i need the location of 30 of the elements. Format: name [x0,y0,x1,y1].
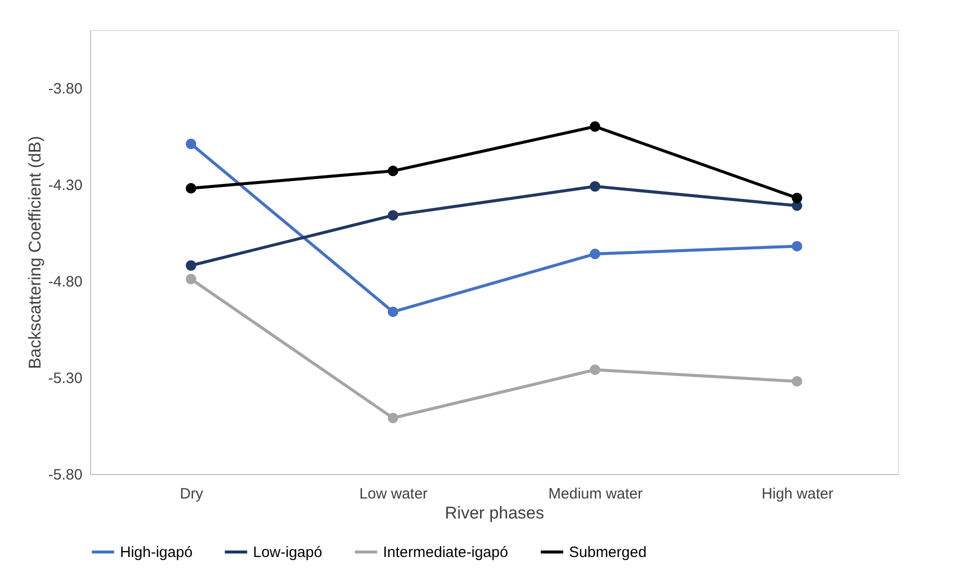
point [792,240,802,252]
y-tick-label: -4.30 [48,176,82,194]
x-tick-label: High water [762,486,834,502]
point [590,121,600,132]
point [186,183,196,194]
y-tick-label: -3.80 [48,80,82,98]
point [388,412,398,424]
legend-label: Intermediate-igapó [383,544,508,561]
legend-label: Low-igapó [253,544,322,561]
y-tick-label: -4.80 [48,273,82,290]
point [590,364,600,375]
point [590,181,600,192]
x-tick-label: Medium water [548,486,643,502]
point [186,274,196,284]
point [186,138,196,150]
legend-label: Submerged [569,544,647,561]
y-tick-label: -5.80 [48,466,82,484]
x-tick-label: Dry [180,486,204,502]
point [388,166,398,176]
x-axis-title: River phases [444,504,544,522]
point [186,260,196,271]
y-axis-title: Backscattering Coefficient (dB) [25,136,44,370]
x-tick-label: Low water [359,486,428,502]
legend-label: High-igapó [120,544,193,561]
point [792,192,802,204]
point [792,376,802,387]
y-tick-label: -5.30 [48,370,82,387]
point [388,210,398,221]
point [388,306,398,318]
point [590,248,600,260]
